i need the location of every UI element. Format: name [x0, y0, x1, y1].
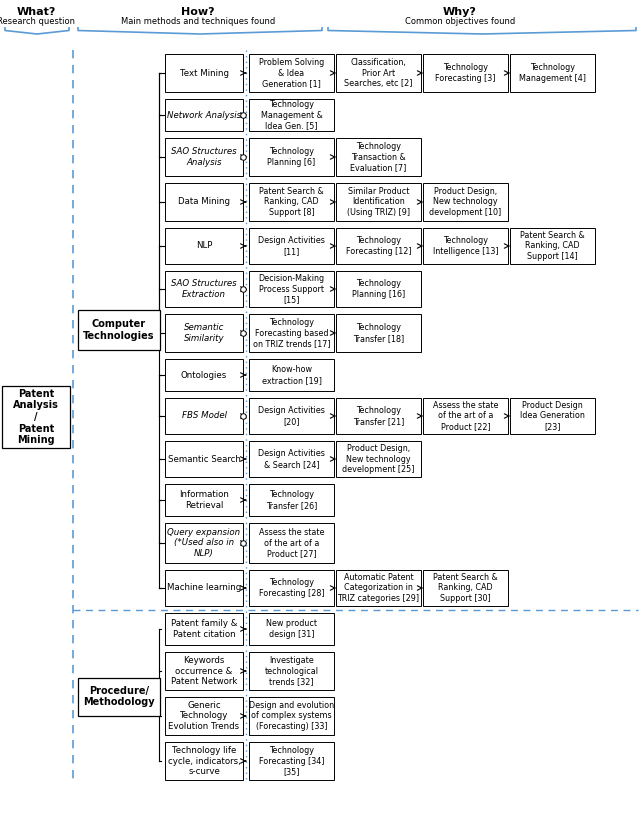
FancyBboxPatch shape: [165, 742, 243, 780]
FancyBboxPatch shape: [165, 523, 243, 563]
Text: Technology
Planning [6]: Technology Planning [6]: [267, 147, 315, 167]
FancyBboxPatch shape: [78, 677, 160, 715]
FancyBboxPatch shape: [249, 570, 334, 606]
Text: Know-how
extraction [19]: Know-how extraction [19]: [262, 366, 322, 385]
Text: Automatic Patent
Categorization in
TRIZ categories [29]: Automatic Patent Categorization in TRIZ …: [337, 573, 420, 603]
FancyBboxPatch shape: [2, 386, 70, 448]
Text: Assess the state
of the art of a
Product [22]: Assess the state of the art of a Product…: [433, 401, 498, 431]
FancyBboxPatch shape: [510, 398, 595, 434]
Text: Query expansion
(*Used also in
NLP): Query expansion (*Used also in NLP): [167, 528, 240, 558]
Text: Technology
Forecasting based
on TRIZ trends [17]: Technology Forecasting based on TRIZ tre…: [253, 318, 330, 348]
Text: Product Design
Idea Generation
[23]: Product Design Idea Generation [23]: [520, 401, 585, 431]
Text: Technology
Forecasting [34]
[35]: Technology Forecasting [34] [35]: [259, 746, 324, 776]
FancyBboxPatch shape: [510, 54, 595, 92]
Text: Design and evolution
of complex systems
(Forecasting) [33]: Design and evolution of complex systems …: [249, 701, 334, 731]
Text: Technology
Forecasting [3]: Technology Forecasting [3]: [435, 64, 495, 83]
FancyBboxPatch shape: [165, 138, 243, 176]
Text: Patent
Analysis
/
Patent
Mining: Patent Analysis / Patent Mining: [13, 389, 59, 445]
Text: Design Activities
& Search [24]: Design Activities & Search [24]: [258, 449, 325, 469]
Text: Technology
Transfer [21]: Technology Transfer [21]: [353, 406, 404, 426]
FancyBboxPatch shape: [249, 138, 334, 176]
FancyBboxPatch shape: [78, 310, 160, 350]
Text: How?: How?: [181, 7, 215, 17]
Text: Assess the state
of the art of a
Product [27]: Assess the state of the art of a Product…: [259, 528, 324, 558]
Text: NLP: NLP: [196, 241, 212, 251]
FancyBboxPatch shape: [336, 228, 421, 264]
Text: Semantic Search: Semantic Search: [167, 455, 240, 463]
FancyBboxPatch shape: [249, 271, 334, 307]
FancyBboxPatch shape: [249, 697, 334, 735]
FancyBboxPatch shape: [165, 613, 243, 645]
FancyBboxPatch shape: [336, 398, 421, 434]
FancyBboxPatch shape: [336, 138, 421, 176]
Text: Technology life
cycle, indicators,
s-curve: Technology life cycle, indicators, s-cur…: [168, 746, 240, 776]
FancyBboxPatch shape: [249, 398, 334, 434]
Text: Decision-Making
Process Support
[15]: Decision-Making Process Support [15]: [258, 274, 324, 304]
Text: Product Design,
New technology
development [10]: Product Design, New technology developme…: [429, 187, 502, 217]
Text: Investigate
technological
trends [32]: Investigate technological trends [32]: [265, 656, 319, 686]
Text: Classification,
Prior Art
Searches, etc [2]: Classification, Prior Art Searches, etc …: [344, 58, 413, 88]
Text: Text Mining: Text Mining: [179, 69, 228, 78]
Text: Procedure/
Methodology: Procedure/ Methodology: [83, 686, 155, 707]
FancyBboxPatch shape: [249, 314, 334, 352]
FancyBboxPatch shape: [249, 99, 334, 131]
FancyBboxPatch shape: [249, 228, 334, 264]
FancyBboxPatch shape: [336, 54, 421, 92]
FancyBboxPatch shape: [510, 228, 595, 264]
FancyBboxPatch shape: [165, 359, 243, 391]
Text: Common objectives found: Common objectives found: [405, 17, 515, 26]
Text: Technology
Planning [16]: Technology Planning [16]: [352, 280, 405, 299]
Text: Technology
Management [4]: Technology Management [4]: [519, 64, 586, 83]
Text: Product Design,
New technology
development [25]: Product Design, New technology developme…: [342, 444, 415, 474]
FancyBboxPatch shape: [249, 441, 334, 477]
Text: Technology
Forecasting [28]: Technology Forecasting [28]: [259, 578, 324, 598]
Text: New product
design [31]: New product design [31]: [266, 619, 317, 638]
Text: What?: What?: [16, 7, 56, 17]
Text: Network Analysis: Network Analysis: [167, 111, 241, 119]
Text: SAO Structures
Extraction: SAO Structures Extraction: [171, 280, 237, 299]
FancyBboxPatch shape: [249, 742, 334, 780]
FancyBboxPatch shape: [336, 570, 421, 606]
FancyBboxPatch shape: [165, 441, 243, 477]
FancyBboxPatch shape: [336, 183, 421, 221]
Text: Research question: Research question: [0, 17, 75, 26]
Text: Main methods and techniques found: Main methods and techniques found: [121, 17, 275, 26]
FancyBboxPatch shape: [165, 398, 243, 434]
Text: Similar Product
Identification
(Using TRIZ) [9]: Similar Product Identification (Using TR…: [347, 187, 410, 217]
Text: Keywords
occurrence &
Patent Network: Keywords occurrence & Patent Network: [171, 656, 237, 686]
Text: SAO Structures
Analysis: SAO Structures Analysis: [171, 147, 237, 167]
FancyBboxPatch shape: [423, 228, 508, 264]
Text: Technology
Forecasting [12]: Technology Forecasting [12]: [345, 237, 412, 256]
FancyBboxPatch shape: [249, 523, 334, 563]
Text: Semantic
Similarity: Semantic Similarity: [184, 323, 224, 342]
Text: Computer
Technologies: Computer Technologies: [83, 319, 154, 341]
FancyBboxPatch shape: [423, 54, 508, 92]
FancyBboxPatch shape: [165, 484, 243, 516]
FancyBboxPatch shape: [249, 652, 334, 690]
FancyBboxPatch shape: [336, 441, 421, 477]
Text: Data Mining: Data Mining: [178, 198, 230, 207]
FancyBboxPatch shape: [165, 183, 243, 221]
Text: Patent Search &
Ranking, CAD
Support [8]: Patent Search & Ranking, CAD Support [8]: [259, 187, 324, 217]
Text: Patent Search &
Ranking, CAD
Support [14]: Patent Search & Ranking, CAD Support [14…: [520, 231, 585, 261]
Text: Technology
Intelligence [13]: Technology Intelligence [13]: [433, 237, 498, 256]
Text: Information
Retrieval: Information Retrieval: [179, 490, 229, 509]
Text: Design Activities
[20]: Design Activities [20]: [258, 406, 325, 426]
FancyBboxPatch shape: [423, 570, 508, 606]
FancyBboxPatch shape: [165, 99, 243, 131]
FancyBboxPatch shape: [336, 314, 421, 352]
FancyBboxPatch shape: [165, 228, 243, 264]
Text: Machine learning: Machine learning: [167, 584, 241, 592]
Text: Generic
Technology
Evolution Trends: Generic Technology Evolution Trends: [169, 701, 240, 731]
Text: Why?: Why?: [443, 7, 477, 17]
FancyBboxPatch shape: [165, 314, 243, 352]
Text: Problem Solving
& Idea
Generation [1]: Problem Solving & Idea Generation [1]: [259, 58, 324, 88]
Text: Technology
Transaction &
Evaluation [7]: Technology Transaction & Evaluation [7]: [351, 142, 406, 172]
Text: Technology
Management &
Idea Gen. [5]: Technology Management & Idea Gen. [5]: [260, 100, 322, 130]
Text: Technology
Transfer [26]: Technology Transfer [26]: [266, 490, 317, 509]
FancyBboxPatch shape: [336, 271, 421, 307]
FancyBboxPatch shape: [165, 54, 243, 92]
Text: Patent Search &
Ranking, CAD
Support [30]: Patent Search & Ranking, CAD Support [30…: [433, 573, 498, 603]
FancyBboxPatch shape: [249, 359, 334, 391]
FancyBboxPatch shape: [249, 613, 334, 645]
